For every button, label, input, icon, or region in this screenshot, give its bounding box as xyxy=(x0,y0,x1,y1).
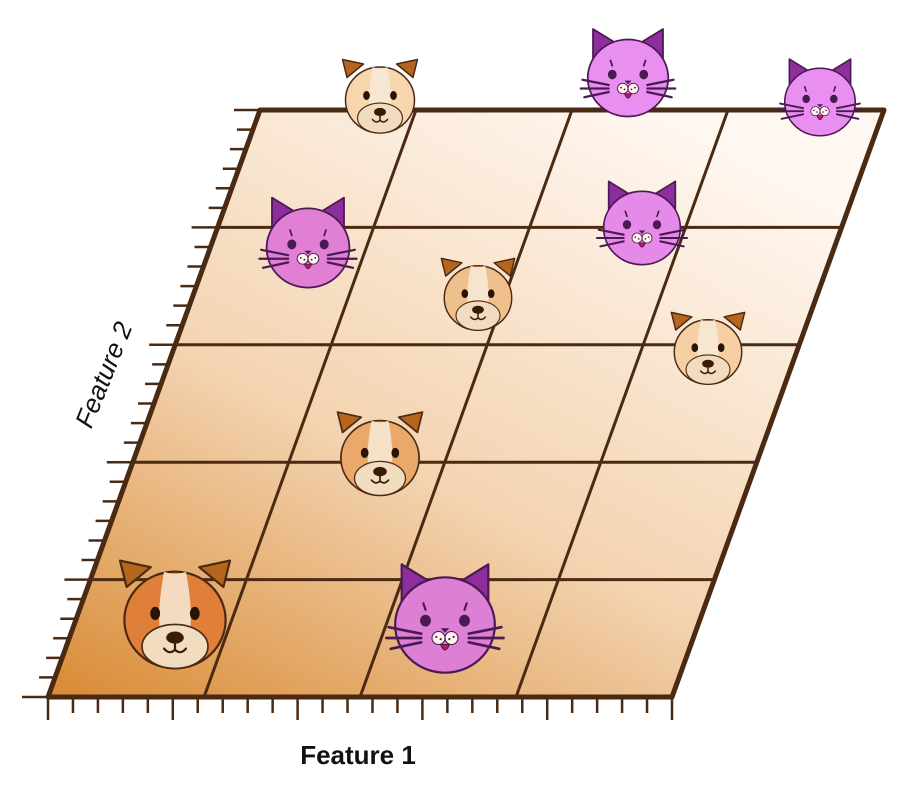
dog-face-icon xyxy=(336,411,424,497)
dog-face-icon xyxy=(670,311,746,385)
grid-column-line xyxy=(514,109,730,698)
x-axis-ticks xyxy=(46,697,674,720)
cat-face-icon xyxy=(579,27,677,118)
dog-face-icon xyxy=(341,58,419,134)
grid-column-line xyxy=(358,109,574,698)
y-axis-ticks xyxy=(22,108,260,699)
grid-column-line xyxy=(202,109,418,698)
y-axis-title: Feature 2 xyxy=(69,317,139,432)
dog-face-icon xyxy=(440,257,516,331)
dog-face-icon xyxy=(118,559,232,670)
x-axis-title: Feature 1 xyxy=(300,740,416,770)
feature-grid xyxy=(45,107,887,700)
